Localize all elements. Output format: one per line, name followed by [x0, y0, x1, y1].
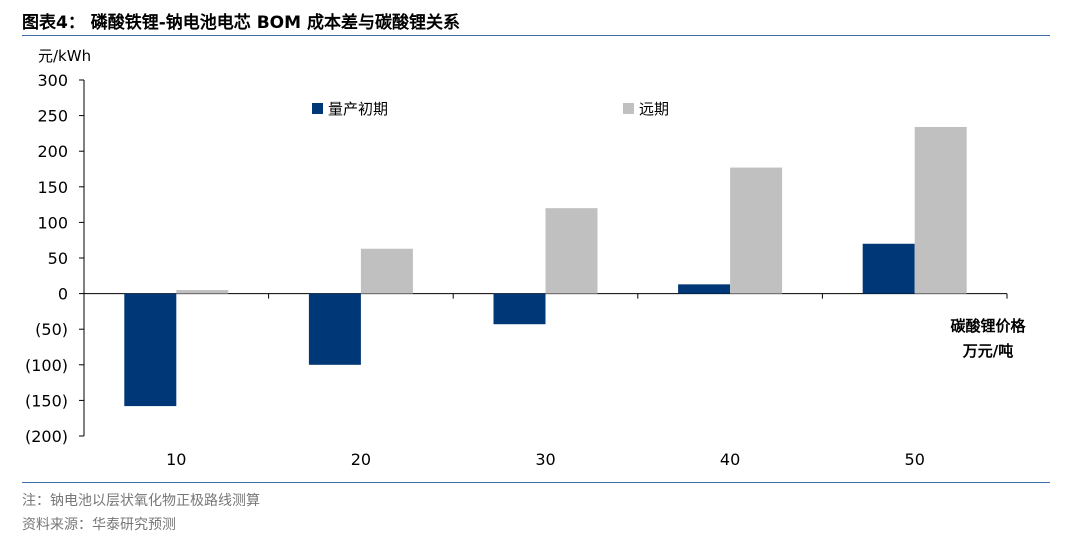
- bar-early: [308, 293, 361, 365]
- figure-title: 图表4： 磷酸铁锂-钠电池电芯 BOM 成本差与碳酸锂关系: [22, 13, 460, 33]
- y-tick-label: 200: [37, 142, 68, 161]
- bar-early: [862, 243, 915, 294]
- bar-longterm: [730, 167, 783, 294]
- x-tick-label: 50: [905, 450, 925, 469]
- y-tick-label: 0: [58, 285, 68, 304]
- footnote: 注：钠电池以层状氧化物正极路线测算: [22, 493, 260, 509]
- bar-longterm: [545, 208, 598, 294]
- x-tick-label: 40: [720, 450, 740, 469]
- x-tick-label: 30: [535, 450, 555, 469]
- y-tick-label: 250: [37, 107, 68, 126]
- title-rule: [22, 35, 1050, 36]
- x-axis-title-line1: 碳酸锂价格: [950, 317, 1026, 335]
- y-tick-label: (50): [35, 320, 68, 339]
- bar-longterm: [176, 290, 229, 294]
- y-axis-unit-label: 元/kWh: [38, 47, 91, 65]
- bar-early: [678, 284, 731, 294]
- legend-label: 量产初期: [328, 100, 388, 118]
- x-tick-label: 10: [166, 450, 186, 469]
- y-tick-label: 150: [37, 178, 68, 197]
- footer-rule: [22, 482, 1050, 483]
- bar-longterm: [360, 248, 413, 294]
- bars: [124, 126, 967, 407]
- legend: 量产初期 远期: [312, 100, 669, 118]
- x-tick-label: 20: [351, 450, 371, 469]
- bar-chart: 300 250 200 150 100 50 0 (50) (100) (150) (200) 10…: [25, 47, 1027, 469]
- y-tick-label: (200): [25, 427, 68, 446]
- legend-label: 远期: [639, 100, 669, 118]
- bar-longterm: [914, 126, 967, 294]
- x-axis-title-line2: 万元/吨: [962, 342, 1013, 360]
- legend-swatch: [312, 103, 323, 114]
- y-tick-label: 50: [48, 249, 68, 268]
- y-tick-label: 100: [37, 213, 68, 232]
- bar-early: [493, 293, 546, 325]
- bar-early: [124, 293, 177, 407]
- y-tick-label: (100): [25, 356, 68, 375]
- y-tick-label: 300: [37, 71, 68, 90]
- legend-swatch: [623, 103, 634, 114]
- y-axis: 300 250 200 150 100 50 0 (50) (100) (150) (200): [25, 71, 85, 446]
- y-tick-label: (150): [25, 391, 68, 410]
- source-note: 资料来源：华泰研究预测: [22, 517, 176, 533]
